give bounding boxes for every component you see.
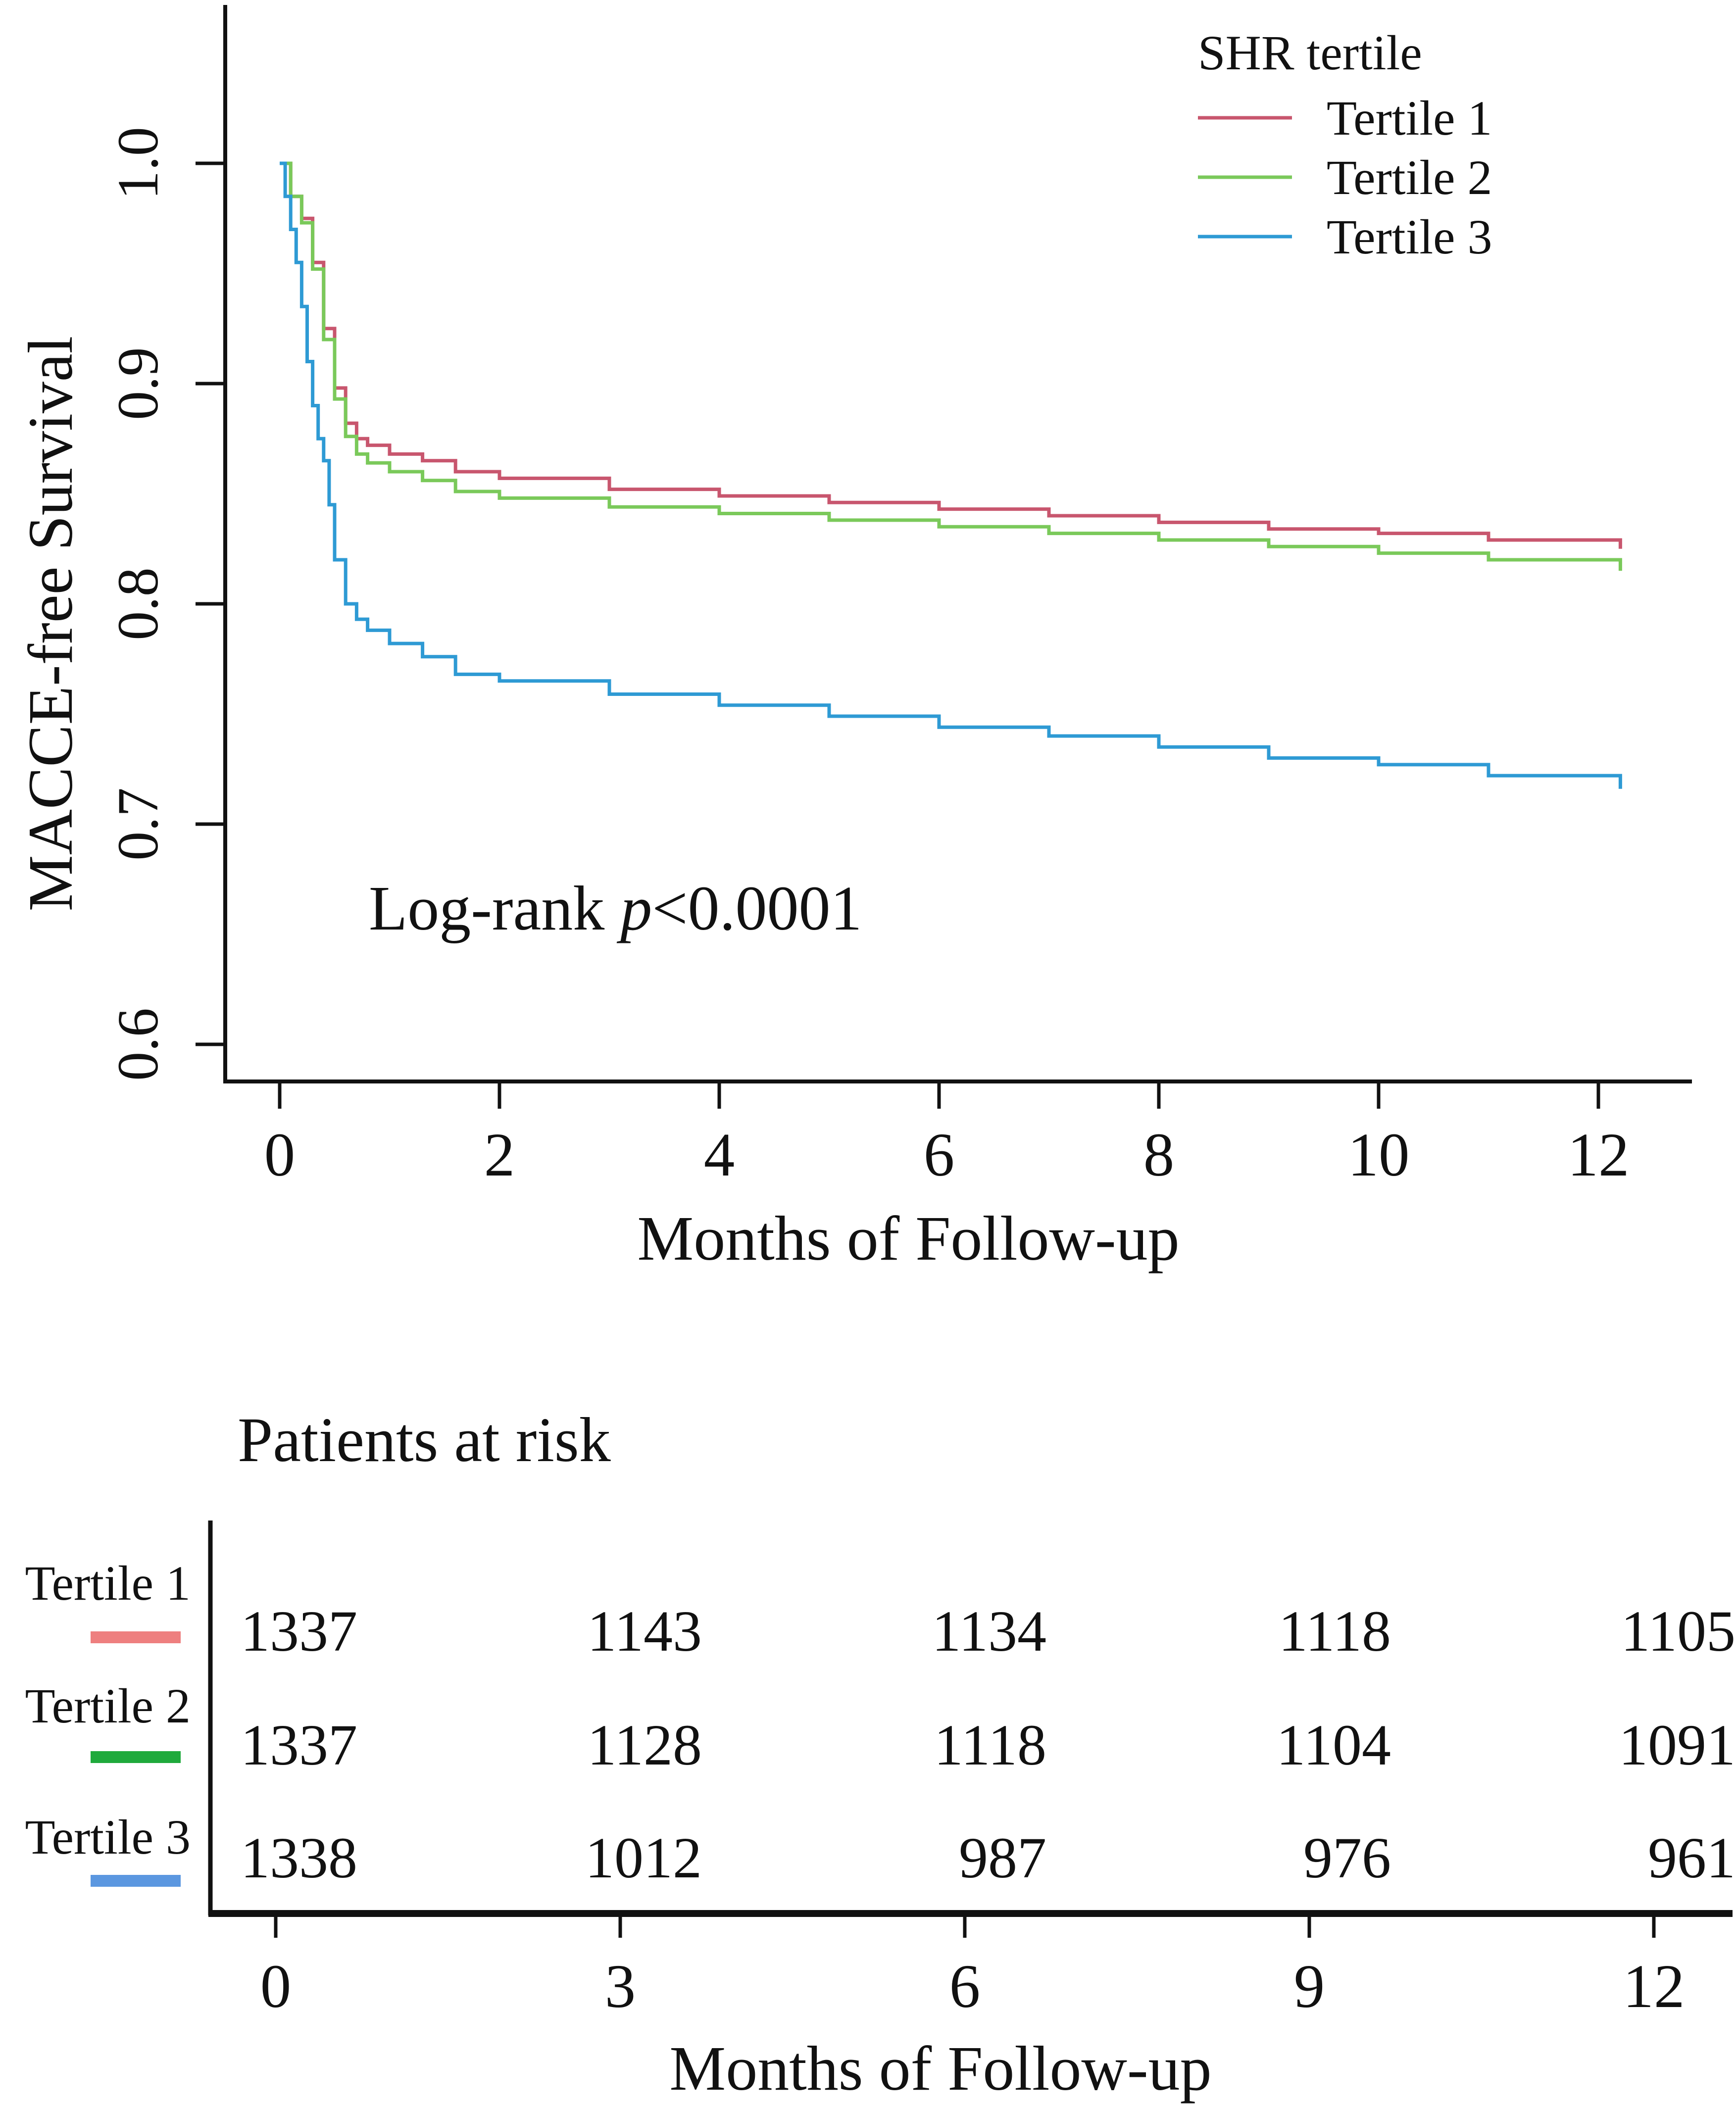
risk-x-tick-label: 3 [605,1953,636,2021]
risk-count-cell: 1128 [587,1713,702,1777]
x-axis-title: Months of Follow-up [637,1203,1179,1274]
y-tick-label: 0.9 [105,347,170,420]
risk-count-cell: 1337 [241,1599,357,1664]
risk-count-cell: 1105 [1621,1599,1736,1664]
x-tick-label: 12 [1568,1121,1630,1189]
x-tick-label: 6 [924,1121,955,1189]
risk-x-tick-label: 6 [949,1953,981,2021]
risk-x-tick-label: 9 [1294,1953,1325,2021]
risk-count-cell: 987 [959,1825,1046,1890]
risk-count-cell: 1143 [587,1599,702,1664]
survival-curve-tertile-3 [280,161,1622,789]
x-tick-label: 0 [264,1121,296,1189]
risk-count-cell: 1104 [1276,1713,1391,1777]
legend-label-tertile-1: Tertile 1 [1327,91,1492,146]
log-rank-label: Log-rank [369,873,620,943]
risk-count-cell: 1337 [241,1713,357,1777]
survival-plot: 0.6 0.7 0.8 0.9 1.0 0 2 4 6 8 10 12 Months of Follow… [15,5,1692,1274]
x-tick-label: 4 [704,1121,735,1189]
risk-row-color-bar-tertile-2 [91,1751,181,1763]
x-tick-label: 8 [1143,1121,1175,1189]
y-tick-label: 0.6 [105,1008,170,1081]
risk-row-label-tertile-2: Tertile 2 [25,1678,191,1733]
risk-x-tick-label: 12 [1623,1953,1685,2021]
y-axis-title: MACCE-free Survival [15,336,86,911]
risk-count-cell: 1338 [241,1825,357,1890]
y-tick-label: 0.7 [105,787,170,861]
y-tick-label: 1.0 [105,127,170,200]
risk-count-cell: 961 [1648,1825,1736,1890]
x-tick-label: 10 [1348,1121,1410,1189]
risk-x-tick-label: 0 [260,1953,292,2021]
y-tick-label: 0.8 [105,567,170,640]
risk-row-color-bar-tertile-3 [91,1875,181,1887]
risk-count-cell: 1091 [1619,1713,1736,1777]
risk-count-cell: 976 [1303,1825,1391,1890]
survival-curve-tertile-2 [280,161,1622,571]
legend-label-tertile-3: Tertile 3 [1327,209,1492,264]
risk-count-cell: 1012 [585,1825,702,1890]
log-rank-annotation: Log-rank p<0.0001 [369,873,862,943]
risk-row-color-bar-tertile-1 [91,1631,181,1643]
risk-x-axis-title: Months of Follow-up [669,2033,1211,2104]
patients-at-risk-table: Patients at risk 0 3 6 9 12 Months of Follow-u… [25,1405,1736,2104]
risk-table-title: Patients at risk [238,1405,611,1475]
risk-row-label-tertile-1: Tertile 1 [25,1556,191,1611]
risk-count-cell: 1118 [934,1713,1046,1777]
risk-row-label-tertile-3: Tertile 3 [25,1810,191,1864]
legend-label-tertile-2: Tertile 2 [1327,150,1492,205]
p-value: <0.0001 [652,873,862,943]
p-symbol: p [616,873,652,943]
risk-count-cell: 1118 [1279,1599,1391,1664]
legend-title: SHR tertile [1198,25,1422,80]
x-tick-label: 2 [484,1121,515,1189]
risk-count-cell: 1134 [932,1599,1046,1664]
